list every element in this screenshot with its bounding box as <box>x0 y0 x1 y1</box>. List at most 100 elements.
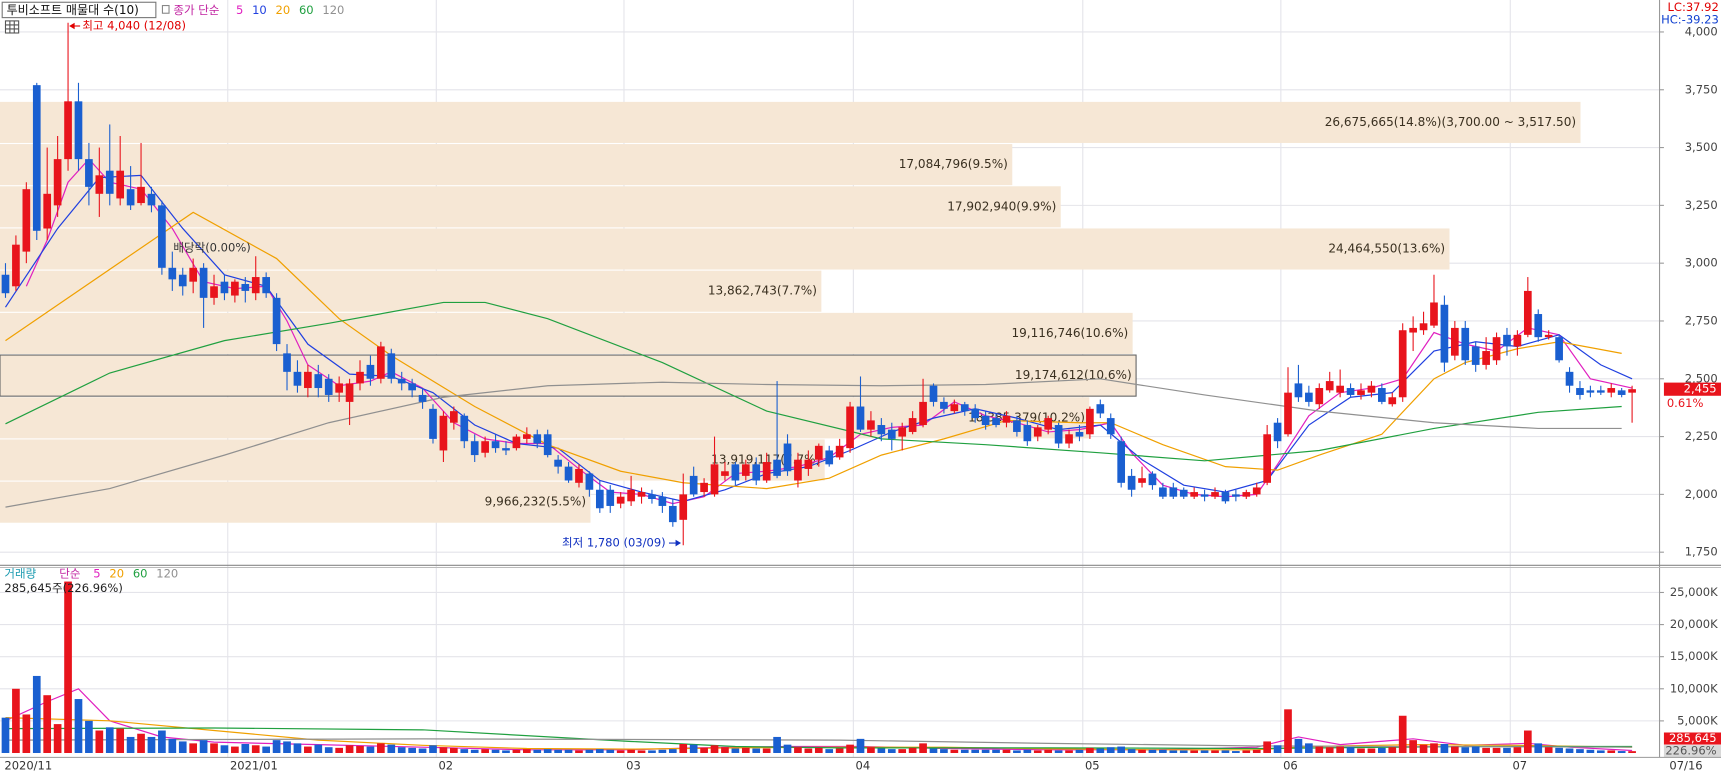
candle-body <box>324 378 333 395</box>
candle-body <box>773 459 781 476</box>
y-tick-label: 25,000K <box>1670 585 1718 599</box>
candle-body <box>898 427 907 437</box>
candle-body <box>1284 392 1292 435</box>
volume-bar <box>1482 747 1490 753</box>
candle-body <box>429 408 437 439</box>
text-layer: 1,750 2,000 2,250 2,500 2,750 3,000 3,250 3,500… <box>4 3 1721 773</box>
y-tick-label: 2,250 <box>1685 429 1718 443</box>
volume-bar <box>929 748 938 753</box>
volume-bar <box>460 749 469 753</box>
volume-bar <box>950 749 959 753</box>
candle-body <box>262 277 271 294</box>
volume-profile-bar <box>0 101 1581 143</box>
candle-body <box>251 277 260 294</box>
volume-bar <box>564 749 573 753</box>
candle-body <box>689 475 698 495</box>
grid-icon[interactable] <box>4 20 20 34</box>
legend-prefix: 종가 단순 <box>173 3 219 17</box>
candle-body <box>1096 404 1105 414</box>
volume-bar <box>1378 747 1386 753</box>
candle-body <box>293 371 302 386</box>
candle-body <box>1617 390 1626 395</box>
volume-bar <box>12 688 20 753</box>
volume-bar <box>533 749 542 753</box>
volume-profile-bar <box>0 481 591 523</box>
volume-bar <box>1430 743 1438 753</box>
volume-bar <box>616 750 625 753</box>
volume-bar <box>491 749 500 753</box>
candle-body <box>512 436 521 449</box>
volume-bar <box>147 736 156 753</box>
volume-bar <box>919 743 927 753</box>
ratio-label: 226.96% <box>1665 744 1716 758</box>
volume-profile-bar <box>0 354 1137 397</box>
candle-body <box>158 205 166 268</box>
candle-body <box>439 415 448 451</box>
volume-bar <box>971 749 980 753</box>
candle-body <box>377 346 385 379</box>
candle-body <box>1461 327 1470 361</box>
volume-bar <box>731 748 740 753</box>
volume-profile-label: 13,919,117(7.7%) <box>711 452 820 466</box>
volume-layer <box>1 581 1636 753</box>
lc-label: LC:37.92 <box>1667 0 1718 14</box>
volume-profile-bar <box>0 439 825 481</box>
y-tick-label: 15,000K <box>1670 649 1718 663</box>
candle-body <box>814 445 823 460</box>
volume-bar <box>1033 750 1042 753</box>
x-tick-label: 02 <box>438 759 453 773</box>
candle-body <box>1440 304 1449 363</box>
volume-bar <box>1544 747 1553 753</box>
ma-line <box>5 378 1622 508</box>
volume-bar <box>470 749 479 753</box>
volume-bar <box>1503 747 1511 753</box>
volume-bar <box>606 749 615 753</box>
change-label: 0.61% <box>1667 396 1704 410</box>
hc-label: HC:-39.23 <box>1661 12 1719 26</box>
candle-body <box>95 175 104 194</box>
candle-body <box>971 408 980 419</box>
candle-body <box>460 415 469 442</box>
candle-body <box>481 441 489 453</box>
volume-bar <box>1398 715 1407 753</box>
annotation-arrowhead <box>69 22 75 30</box>
candle-body <box>1357 390 1365 395</box>
candle-body <box>1305 392 1313 402</box>
candle-body <box>1378 388 1386 402</box>
x-tick-label: 2021/01 <box>230 759 278 773</box>
candle-body <box>731 464 740 481</box>
volume-profile-label: 17,902,940(9.9%) <box>947 199 1056 213</box>
volume-bar <box>752 748 761 753</box>
title-box <box>1 1 157 19</box>
candle-body <box>867 420 875 430</box>
candle-body <box>981 415 990 426</box>
candle-body <box>741 464 750 476</box>
candle-body <box>22 189 31 252</box>
candle-body <box>1127 475 1136 490</box>
candle-body <box>1044 418 1053 430</box>
volume-bar <box>1357 748 1365 753</box>
y-tick-label: 3,000 <box>1685 256 1718 270</box>
volume-bar <box>856 738 865 753</box>
candle-body <box>168 267 177 280</box>
volume-bar <box>116 728 125 753</box>
candle-body <box>1065 434 1073 444</box>
volume-bar <box>1002 749 1011 753</box>
candle-body <box>783 443 792 472</box>
candle-body <box>314 374 323 389</box>
volume-bar <box>710 745 719 753</box>
candle-body <box>1513 334 1522 347</box>
candle-body <box>502 448 510 451</box>
last-volume-box <box>1663 732 1721 745</box>
candle-body <box>43 193 52 229</box>
volume-bar <box>1221 750 1230 753</box>
volume-bar <box>512 749 521 753</box>
volume-bar <box>1586 749 1595 753</box>
volume-bar <box>418 748 427 753</box>
candle-body <box>1190 492 1199 497</box>
legend-entry: 20 <box>109 567 124 581</box>
candle-body <box>595 489 604 509</box>
candle-body <box>794 459 802 481</box>
volume-bar <box>679 744 688 753</box>
